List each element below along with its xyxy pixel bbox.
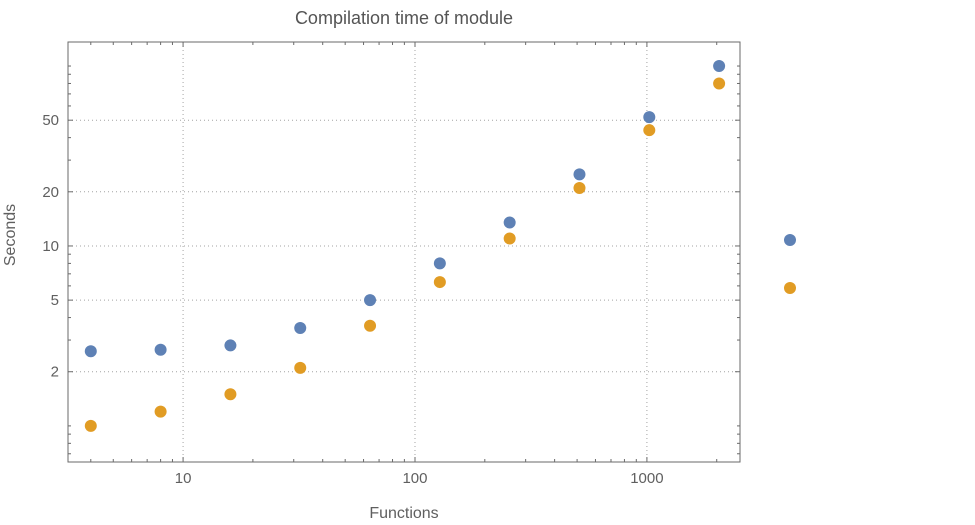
data-point-series-2-orange [154, 405, 167, 418]
data-point-series-1-blue [713, 60, 726, 73]
data-point-series-2-orange [643, 124, 656, 137]
axis-ticks [68, 42, 740, 462]
data-point-series-2-orange [503, 232, 516, 245]
chart-title: Compilation time of module [295, 8, 513, 28]
data-point-series-1-blue [433, 257, 446, 270]
y-tick-label: 10 [42, 238, 59, 255]
y-tick-label: 20 [42, 184, 59, 201]
data-point-series-2-orange [224, 388, 237, 401]
x-tick-label: 1000 [630, 470, 663, 487]
y-tick-label: 5 [51, 292, 59, 309]
data-point-series-2-orange [433, 276, 446, 289]
data-point-series-2-orange [84, 419, 97, 432]
data-point-series-1-blue [503, 216, 516, 229]
data-point-series-1-blue [643, 111, 656, 124]
legend-marker-series-2-orange [784, 282, 796, 294]
data-point-series-2-orange [294, 361, 307, 374]
y-axis-label: Seconds [2, 204, 19, 266]
data-point-series-2-orange [713, 77, 726, 90]
y-tick-label: 2 [51, 364, 59, 381]
data-point-series-1-blue [364, 294, 377, 307]
data-point-series-1-blue [224, 339, 237, 352]
data-point-series-1-blue [573, 168, 586, 181]
legend-marker-series-1-blue [784, 234, 796, 246]
data-points [84, 60, 726, 432]
legend [784, 234, 796, 294]
plot-frame [67, 41, 741, 463]
data-point-series-2-orange [573, 181, 586, 194]
data-point-series-1-blue [84, 345, 97, 358]
x-axis-label: Functions [369, 505, 438, 522]
gridlines [68, 42, 740, 462]
data-point-series-1-blue [294, 321, 307, 334]
x-tick-label: 10 [175, 470, 192, 487]
tick-labels: 10 100 1000 2 5 10 20 50 [42, 112, 663, 487]
x-tick-label: 100 [402, 470, 427, 487]
data-point-series-1-blue [154, 343, 167, 356]
y-tick-label: 50 [42, 112, 59, 129]
data-point-series-2-orange [364, 319, 377, 332]
